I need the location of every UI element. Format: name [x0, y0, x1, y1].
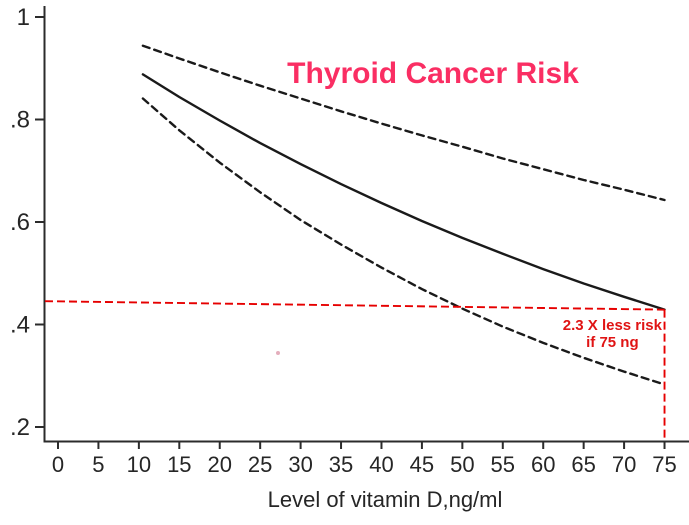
svg-text:1: 1: [17, 4, 30, 31]
svg-text:.4: .4: [10, 312, 30, 339]
svg-text:45: 45: [410, 452, 434, 477]
svg-text:75: 75: [652, 452, 676, 477]
svg-text:.6: .6: [10, 209, 30, 236]
svg-text:30: 30: [288, 452, 312, 477]
svg-text:65: 65: [571, 452, 595, 477]
chart-title: Thyroid Cancer Risk: [287, 57, 579, 90]
svg-text:70: 70: [612, 452, 636, 477]
annotation-line-2: if 75 ng: [586, 334, 639, 351]
svg-text:40: 40: [369, 452, 393, 477]
svg-text:35: 35: [329, 452, 353, 477]
svg-text:0: 0: [52, 452, 64, 477]
svg-text:15: 15: [167, 452, 191, 477]
svg-text:60: 60: [531, 452, 555, 477]
annotation-callout: 2.3 X less risk if 75 ng: [563, 317, 662, 351]
svg-text:5: 5: [92, 452, 104, 477]
svg-text:25: 25: [248, 452, 272, 477]
svg-text:55: 55: [491, 452, 515, 477]
svg-text:10: 10: [127, 452, 151, 477]
svg-text:.8: .8: [10, 107, 30, 134]
svg-text:20: 20: [207, 452, 231, 477]
x-axis-label: Level of vitamin D,ng/ml: [267, 487, 503, 512]
annotation-line-1: 2.3 X less risk: [562, 317, 662, 334]
svg-text:.2: .2: [10, 414, 30, 441]
svg-text:50: 50: [450, 452, 474, 477]
